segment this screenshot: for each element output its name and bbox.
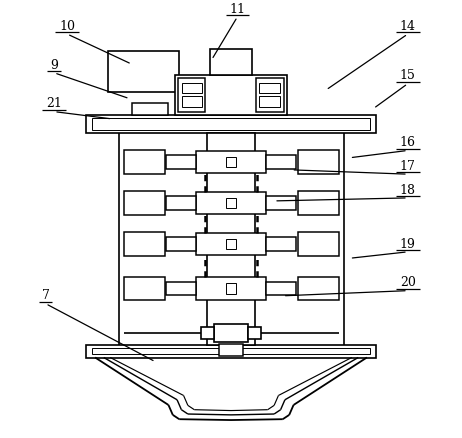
Bar xyxy=(201,328,214,339)
Bar xyxy=(260,84,280,94)
Text: 20: 20 xyxy=(400,276,416,289)
Bar xyxy=(86,115,376,134)
Bar xyxy=(119,130,344,347)
Bar xyxy=(260,96,280,108)
Bar xyxy=(166,197,196,211)
Bar xyxy=(226,198,236,209)
Bar xyxy=(108,52,179,93)
Bar xyxy=(219,344,243,356)
Bar xyxy=(226,239,236,250)
Bar xyxy=(182,96,202,108)
Bar xyxy=(175,76,287,115)
Bar xyxy=(166,282,196,296)
Text: 9: 9 xyxy=(50,59,58,71)
Text: 18: 18 xyxy=(400,184,416,196)
Bar xyxy=(210,50,252,76)
Bar xyxy=(298,233,339,256)
Text: 17: 17 xyxy=(400,159,416,173)
Bar xyxy=(166,237,196,251)
Bar xyxy=(124,233,165,256)
Text: 19: 19 xyxy=(400,237,416,250)
Bar xyxy=(298,277,339,300)
Bar xyxy=(226,158,236,168)
Bar xyxy=(266,237,296,251)
Bar xyxy=(266,282,296,296)
Text: 16: 16 xyxy=(400,136,416,149)
Bar xyxy=(298,151,339,175)
Bar xyxy=(226,284,236,294)
Bar xyxy=(196,278,266,300)
Bar xyxy=(86,345,376,358)
Bar xyxy=(266,156,296,170)
Bar xyxy=(214,325,248,343)
Bar xyxy=(166,156,196,170)
Bar xyxy=(196,152,266,174)
Bar xyxy=(91,348,371,355)
Bar xyxy=(91,118,371,131)
Bar xyxy=(196,233,266,256)
Bar xyxy=(182,84,202,94)
Bar xyxy=(207,134,255,345)
Text: 10: 10 xyxy=(59,20,75,33)
Bar xyxy=(256,79,284,113)
Bar xyxy=(298,192,339,215)
Bar xyxy=(248,328,261,339)
Bar xyxy=(266,197,296,211)
Text: 11: 11 xyxy=(230,3,245,15)
Bar xyxy=(124,151,165,175)
Text: 7: 7 xyxy=(42,289,49,302)
Bar xyxy=(178,79,205,113)
Bar xyxy=(124,277,165,300)
Bar xyxy=(196,192,266,215)
Text: 15: 15 xyxy=(400,69,416,82)
Bar xyxy=(132,104,169,115)
Text: 21: 21 xyxy=(46,97,62,110)
Bar xyxy=(124,192,165,215)
Text: 14: 14 xyxy=(400,20,416,33)
